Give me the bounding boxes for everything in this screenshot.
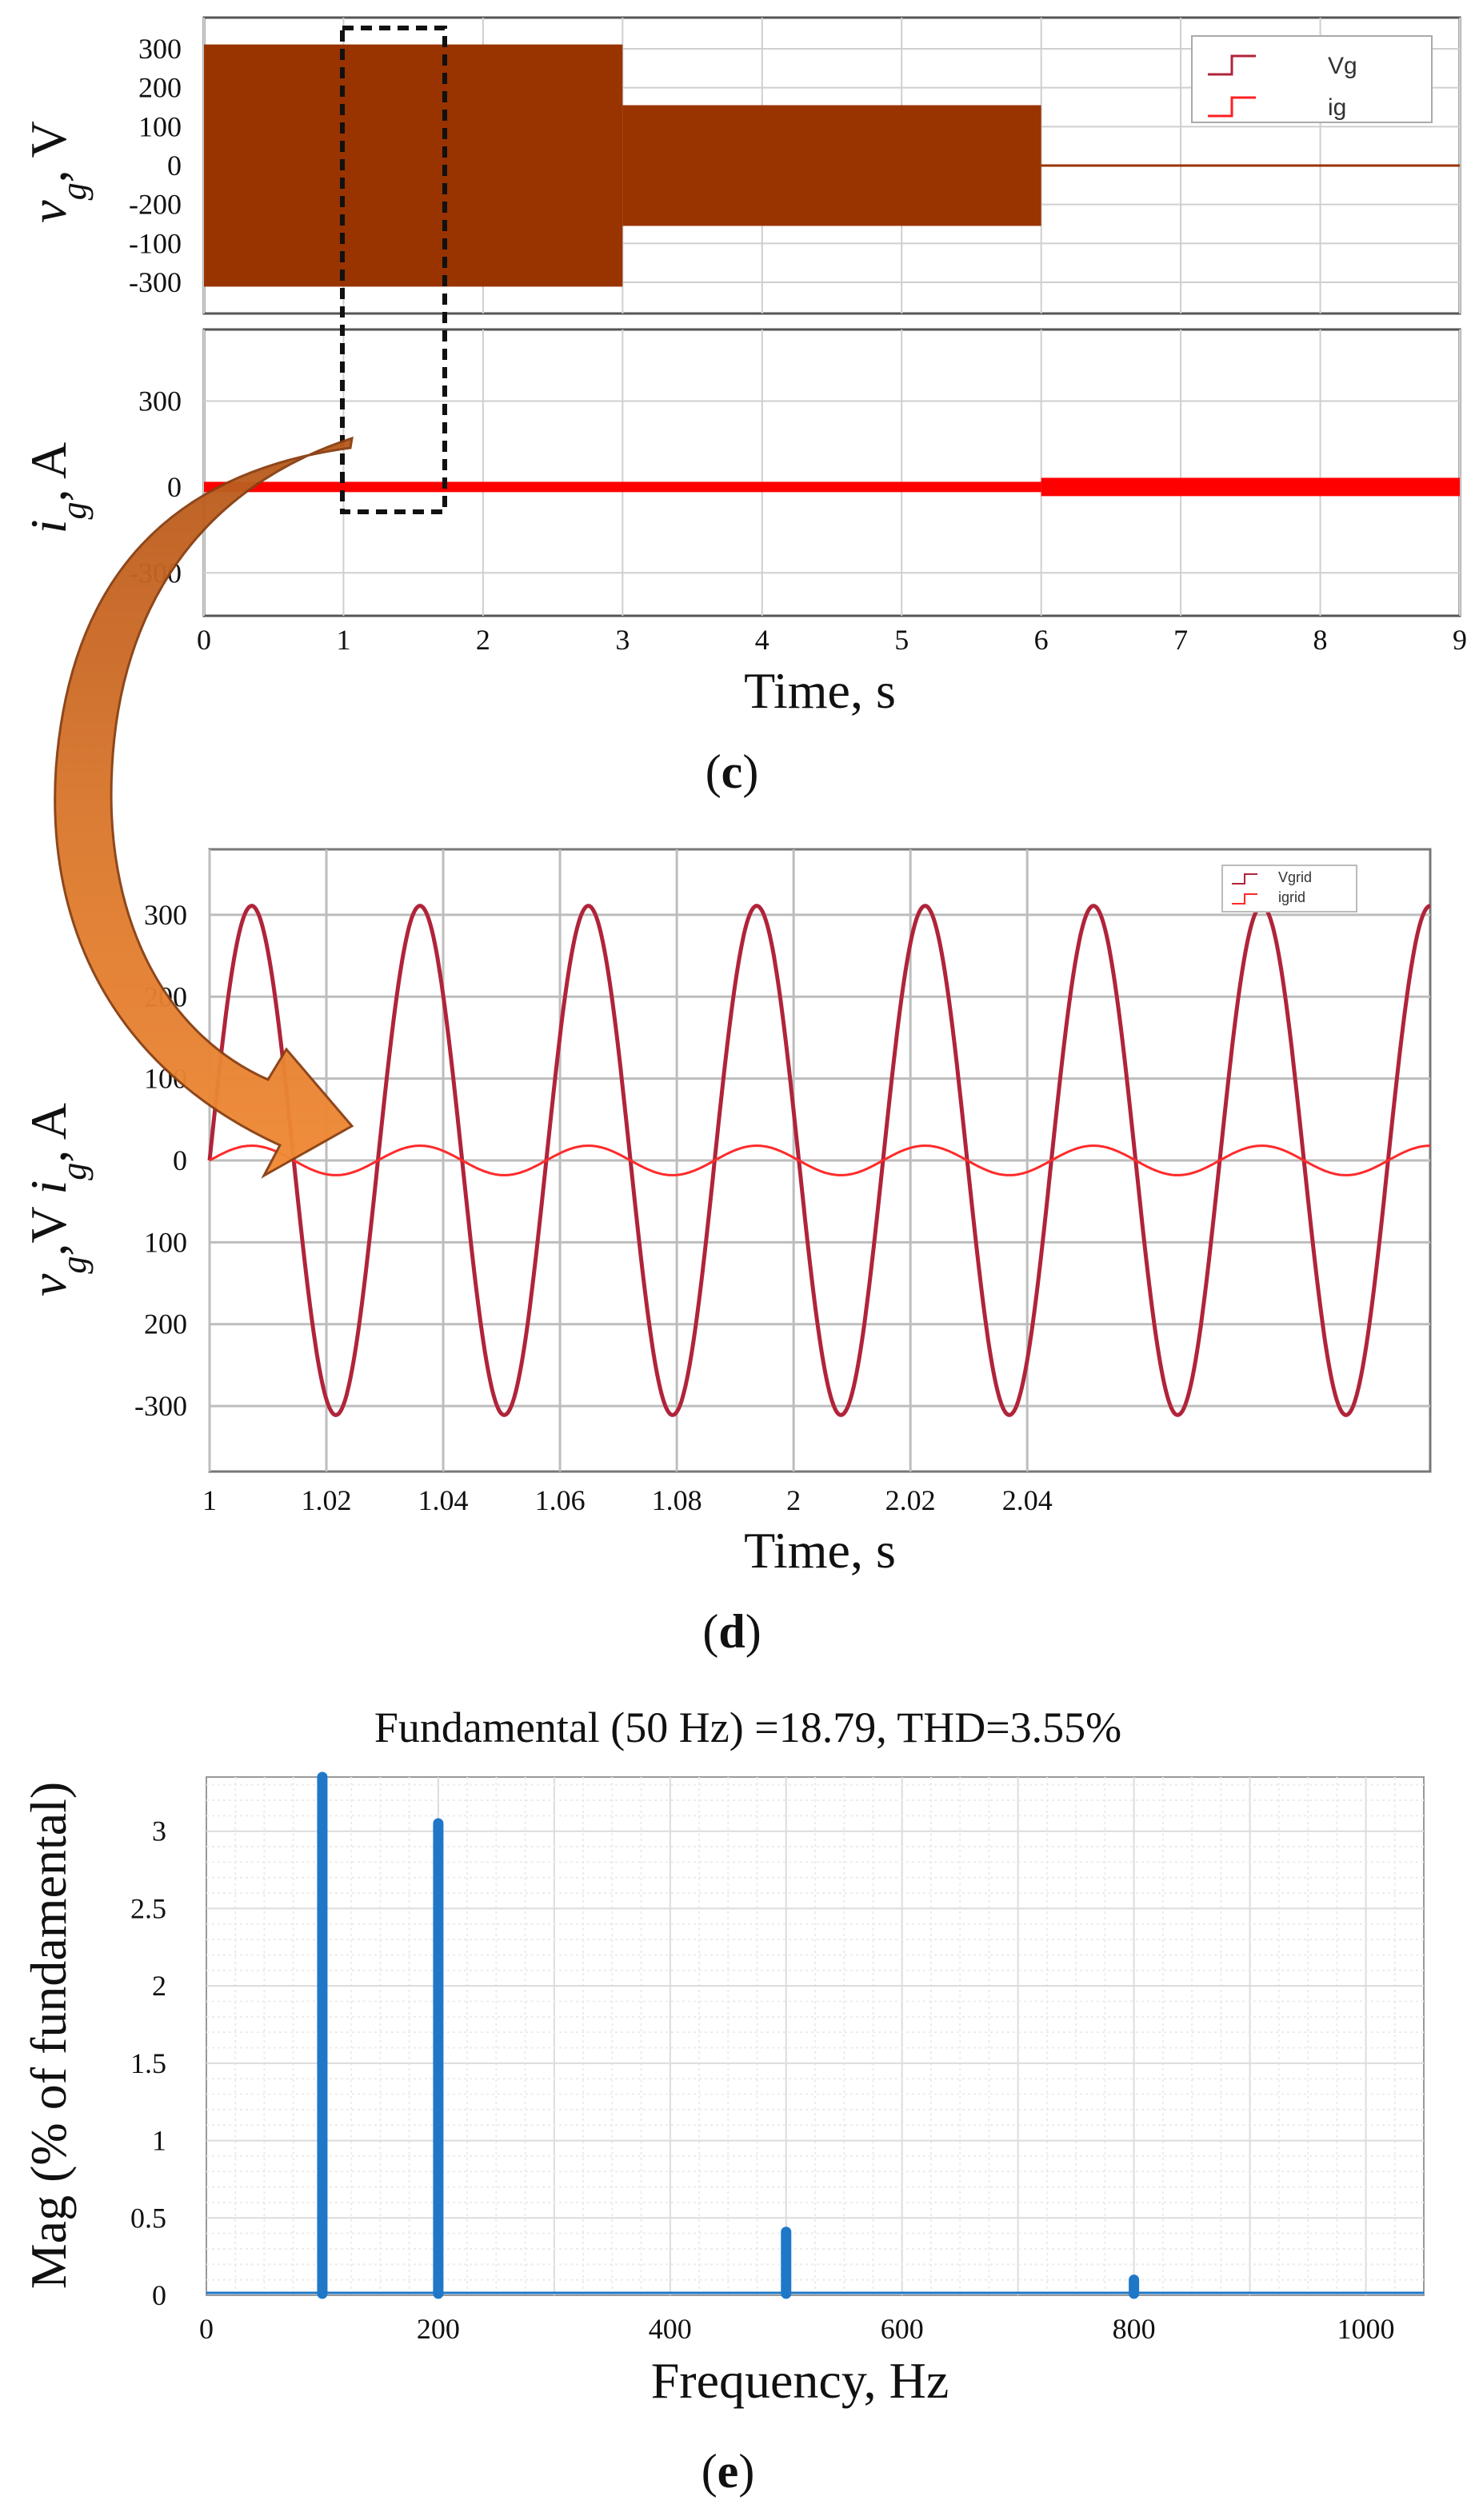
x-tick-label: 7	[1173, 624, 1188, 656]
zoom-arrow	[54, 436, 354, 1179]
panel-e-label: (e)	[702, 2445, 755, 2498]
current-waveform	[204, 477, 1460, 497]
legend-vg-label: Vg	[1328, 53, 1357, 79]
x-tick-label: 5	[894, 624, 909, 656]
y-tick-label: -300	[134, 1390, 187, 1422]
voltage-subplot: 300 200 100 0 -200 -100 -300 vg, V Vg ig	[20, 16, 1461, 315]
y-tick-label: 1	[152, 2125, 166, 2157]
panel-e: Fundamental (50 Hz) =18.79, THD=3.55% 00…	[20, 1703, 1425, 2498]
current-plot-frame	[202, 328, 1461, 617]
voltage-legend[interactable]: Vg ig	[1191, 35, 1433, 123]
zoom-x-axis-label: Time, s	[744, 1522, 896, 1579]
spectrum-x-axis-label: Frequency, Hz	[651, 2352, 949, 2409]
panel-d: 3002001000100200-300 11.021.041.061.0822…	[20, 848, 1432, 1658]
legend-ig-marker	[1208, 96, 1256, 118]
y-tick-label: 100	[138, 110, 182, 142]
x-tick-label: 1.08	[652, 1484, 702, 1516]
zoom-window	[340, 26, 447, 514]
series-vgrid	[207, 904, 1431, 1417]
x-tick-label: 1.02	[302, 1484, 352, 1516]
y-tick-label: 200	[138, 72, 182, 104]
y-tick-label: 300	[138, 33, 182, 65]
legend-igrid-label: igrid	[1278, 889, 1305, 905]
y-tick-label: 1.5	[130, 2047, 166, 2079]
panel-d-label: (d)	[702, 1605, 761, 1658]
x-tick-label: 1.06	[535, 1484, 586, 1516]
x-tick-label: 6	[1034, 624, 1049, 656]
series-igrid	[209, 1144, 1430, 1176]
waveform-envelope-vg	[622, 105, 1041, 226]
waveform-envelope-ig	[204, 481, 1041, 493]
waveform-envelope-ig	[1041, 477, 1460, 497]
x-tick-label: 1	[202, 1484, 217, 1516]
legend-vg-marker	[1208, 54, 1256, 76]
voltage-waveform	[204, 44, 1460, 287]
x-tick-label: 2	[786, 1484, 801, 1516]
y-tick-label: 3	[152, 1815, 166, 1847]
zoom-legend[interactable]: Vgrid igrid	[1221, 865, 1357, 913]
x-tick-label: 400	[649, 2313, 692, 2345]
y-tick-label: -300	[129, 266, 182, 298]
time-x-axis-label: Time, s	[744, 662, 896, 719]
y-tick-label: 100	[144, 1226, 187, 1258]
zoom-y-axis-label: vg,V ig, A	[20, 1103, 94, 1296]
spectrum-x-ticks: 0 200 400 600 800 1000	[199, 2313, 1395, 2345]
waveform-envelope-vg	[204, 44, 623, 287]
x-tick-label: 800	[1113, 2313, 1156, 2345]
y-tick-label: 2.5	[130, 1892, 166, 1924]
zoom-gridlines	[208, 849, 1430, 1472]
x-tick-label: 3	[615, 624, 630, 656]
x-tick-label: 1000	[1337, 2313, 1395, 2345]
y-tick-label: 0	[152, 2279, 166, 2311]
x-tick-label: 9	[1453, 624, 1467, 656]
y-tick-label: 0	[173, 1144, 187, 1176]
y-tick-label: 2	[152, 1970, 166, 2002]
x-tick-label: 2.02	[885, 1484, 936, 1516]
legend-ig-label: ig	[1328, 94, 1346, 121]
spectrum-y-axis-label: Mag (% of fundamental)	[20, 1782, 77, 2289]
voltage-y-axis-label: vg, V	[20, 121, 94, 222]
y-tick-label: -100	[129, 227, 182, 259]
y-tick-label: 300	[138, 385, 182, 417]
x-tick-label: 1.04	[418, 1484, 469, 1516]
current-y-axis-label: ig, A	[20, 442, 94, 533]
x-tick-label: 0	[199, 2313, 214, 2345]
voltage-y-ticks: 300 200 100 0 -200 -100 -300	[129, 33, 182, 298]
y-tick-label: 0	[167, 471, 182, 503]
legend-vgrid-label: Vgrid	[1278, 869, 1312, 885]
x-tick-label: 2.04	[1002, 1484, 1053, 1516]
legend-igrid-marker	[1232, 893, 1257, 905]
time-x-ticks: 0 1 2 3 4 5 6 7 8 9	[197, 624, 1467, 656]
y-tick-label: -200	[129, 189, 182, 221]
x-tick-label: 600	[881, 2313, 924, 2345]
zoom-x-ticks: 1 1.02 1.04 1.06 1.08 2 2.02 2.04	[202, 1484, 1053, 1516]
x-tick-label: 1	[336, 624, 350, 656]
spectrum-title: Fundamental (50 Hz) =18.79, THD=3.55%	[374, 1703, 1121, 1751]
y-tick-label: 0	[167, 150, 182, 182]
y-tick-label: 300	[144, 899, 187, 931]
zoom-waveforms	[207, 904, 1431, 1417]
x-tick-label: 8	[1313, 624, 1328, 656]
panel-c-label: (c)	[706, 745, 759, 798]
x-tick-label: 2	[476, 624, 490, 656]
spectrum-bars	[206, 1771, 1424, 2299]
x-tick-label: 4	[755, 624, 769, 656]
x-tick-label: 200	[417, 2313, 460, 2345]
spectrum-y-ticks: 0 0.5 1 1.5 2 2.5 3	[130, 1815, 166, 2311]
x-tick-label: 0	[197, 624, 211, 656]
legend-vgrid-marker	[1232, 873, 1257, 885]
y-tick-label: 0.5	[130, 2202, 166, 2234]
y-tick-label: 200	[144, 1308, 187, 1340]
